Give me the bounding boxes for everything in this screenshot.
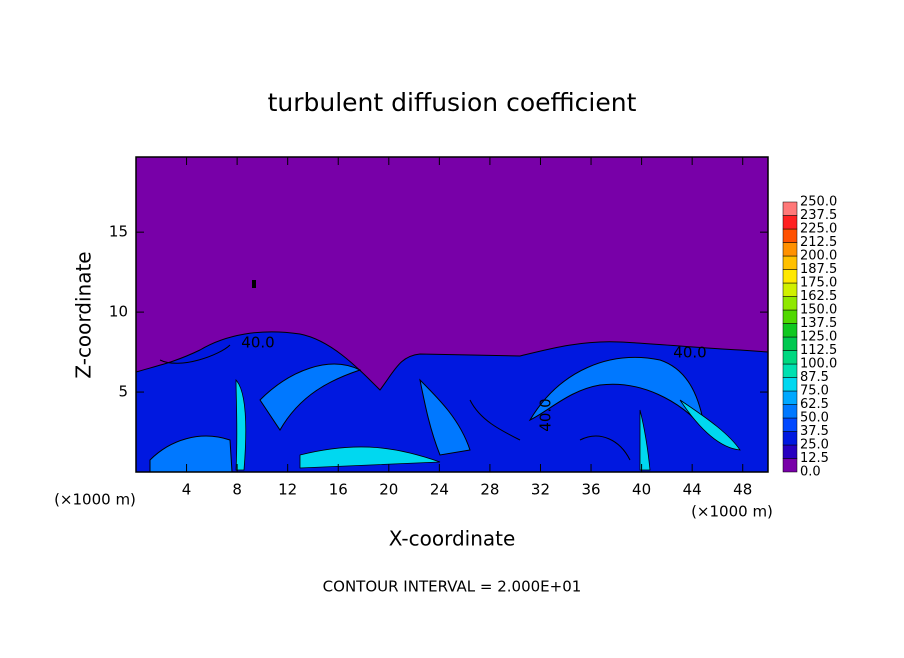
colorbar-band — [782, 363, 798, 378]
colorbar-label: 200.0 — [800, 249, 837, 264]
swirl — [149, 357, 706, 473]
contour-label: 40.0 — [537, 398, 555, 431]
colorbar-label: 237.5 — [800, 208, 837, 223]
y-axis-label: Z-coordinate — [72, 251, 96, 378]
colorbar-label: 175.0 — [800, 276, 837, 291]
colorbar-band — [782, 390, 798, 405]
colorbar-label: 150.0 — [800, 303, 837, 318]
colorbar-label: 162.5 — [800, 289, 837, 304]
x-tick-label: 28 — [480, 481, 499, 499]
colorbar-label: 0.0 — [800, 465, 821, 480]
x-tick-label: 16 — [329, 481, 348, 499]
colorbar-band — [782, 269, 798, 284]
colorbar-label: 187.5 — [800, 262, 837, 277]
colorbar-band — [782, 336, 798, 351]
colorbar-band — [782, 417, 798, 432]
contour-line — [159, 344, 631, 461]
colorbar-label: 75.0 — [800, 384, 829, 399]
colorbar-label: 50.0 — [800, 411, 829, 426]
colorbar-band — [782, 215, 798, 230]
colorbar-band — [782, 323, 798, 338]
x-axis-label: X-coordinate — [389, 527, 516, 551]
colorbar-label: 137.5 — [800, 316, 837, 331]
colorbar-band — [782, 296, 798, 311]
colorbar-band — [782, 201, 798, 216]
x-tick-label: 4 — [182, 481, 192, 499]
y-unit: (×1000 m) — [54, 491, 136, 509]
chart-title: turbulent diffusion coefficient — [268, 88, 637, 117]
footer: CONTOUR INTERVAL = 2.000E+01 — [323, 578, 582, 596]
colorbar-label: 87.5 — [800, 370, 829, 385]
colorbar-band — [782, 242, 798, 257]
colorbar-label: 100.0 — [800, 357, 837, 372]
colorbar-label: 112.5 — [800, 343, 837, 358]
colorbar-band — [782, 255, 798, 270]
colorbar-label: 12.5 — [800, 451, 829, 466]
colorbar-label: 225.0 — [800, 222, 837, 237]
colorbar-band — [782, 458, 798, 473]
x-unit: (×1000 m) — [691, 503, 773, 521]
x-tick-label: 20 — [379, 481, 398, 499]
x-tick-label: 8 — [232, 481, 242, 499]
speck — [252, 280, 256, 288]
plot-frame — [135, 156, 769, 473]
colorbar-band — [782, 228, 798, 243]
colorbar-band — [782, 282, 798, 297]
contour-label: 40.0 — [673, 344, 706, 362]
x-tick-label: 12 — [278, 481, 297, 499]
x-tick-label: 24 — [430, 481, 449, 499]
colorbar-label: 25.0 — [800, 438, 829, 453]
colorbar-band — [782, 444, 798, 459]
colorbar-label: 212.5 — [800, 235, 837, 250]
colorbar-band — [782, 350, 798, 365]
colorbar-band — [782, 377, 798, 392]
swirl-core — [235, 378, 741, 471]
x-tick-label: 44 — [683, 481, 702, 499]
y-tick-label: 15 — [109, 223, 128, 241]
colorbar-band — [782, 309, 798, 324]
y-tick-label: 5 — [118, 383, 128, 401]
colorbar-label: 125.0 — [800, 330, 837, 345]
colorbar-band — [782, 431, 798, 446]
colorbar-label: 250.0 — [800, 195, 837, 210]
x-tick-label: 48 — [733, 481, 752, 499]
field — [135, 157, 769, 473]
y-tick-label: 10 — [109, 303, 128, 321]
x-tick-label: 32 — [531, 481, 550, 499]
x-tick-label: 40 — [632, 481, 651, 499]
colorbar-label: 37.5 — [800, 424, 829, 439]
contour-label: 40.0 — [241, 334, 274, 352]
colorbar-band — [782, 404, 798, 419]
x-tick-label: 36 — [581, 481, 600, 499]
colorbar-label: 62.5 — [800, 397, 829, 412]
